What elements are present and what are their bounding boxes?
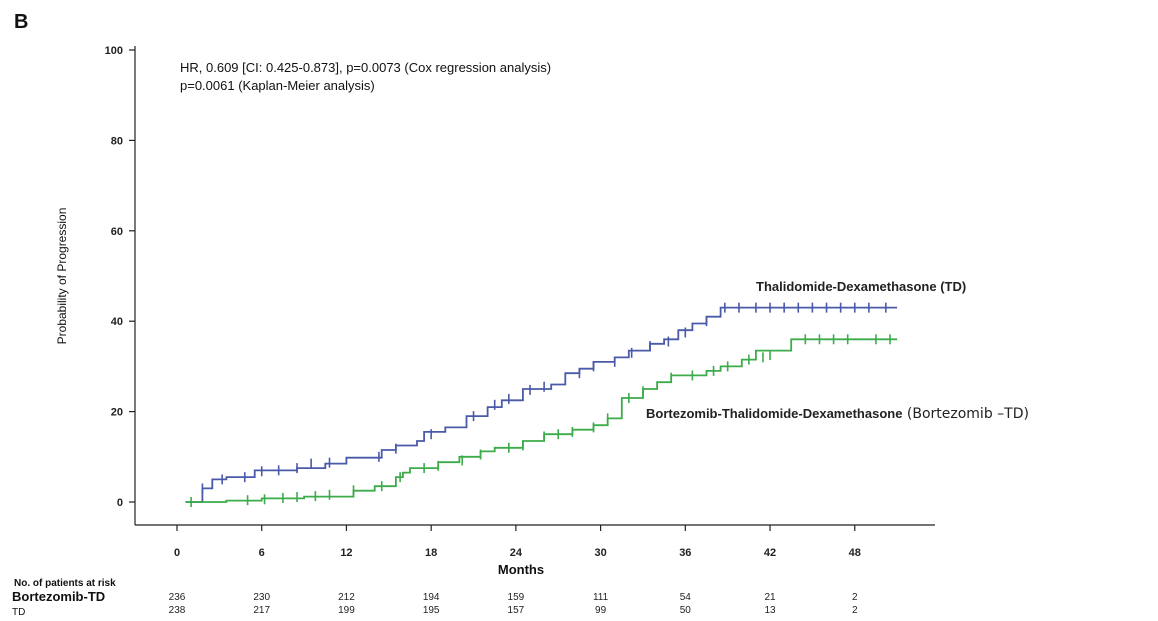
- y-axis-label: Probability of Progression: [55, 208, 69, 345]
- hr-annotation: HR, 0.609 [CI: 0.425-0.873], p=0.0073 (C…: [180, 60, 551, 75]
- series-layer: [185, 302, 898, 507]
- risk-value: 54: [680, 592, 692, 603]
- risk-value: 212: [338, 592, 355, 603]
- series-line-td: [185, 306, 898, 503]
- y-tick-label: 40: [111, 316, 123, 328]
- km-annotation: p=0.0061 (Kaplan-Meier analysis): [180, 78, 375, 93]
- x-tick-label: 36: [679, 547, 691, 559]
- risk-value: 230: [253, 592, 270, 603]
- x-ticks: 0 6 12 18 24 30 36 42 48: [174, 525, 861, 559]
- risk-value: 157: [508, 605, 525, 616]
- series-label-btd-suffix: (Bortezomib –TD): [907, 406, 1029, 422]
- x-tick-label: 30: [594, 547, 606, 559]
- y-tick-label: 80: [111, 135, 123, 147]
- risk-row-label-btd: Bortezomib-TD: [12, 589, 105, 604]
- x-tick-label: 6: [259, 547, 265, 559]
- risk-value: 21: [764, 592, 776, 603]
- risk-value: 13: [764, 605, 776, 616]
- risk-value: 2: [852, 592, 858, 603]
- risk-value: 159: [508, 592, 525, 603]
- x-tick-label: 48: [849, 547, 861, 559]
- series-label-btd: Bortezomib-Thalidomide-Dexamethasone (Bo…: [646, 405, 1029, 422]
- x-tick-label: 18: [425, 547, 437, 559]
- risk-row-label-td: TD: [12, 607, 25, 618]
- x-tick-label: 0: [174, 547, 180, 559]
- y-tick-label: 100: [105, 45, 123, 57]
- axes: [134, 46, 935, 526]
- x-axis-label: Months: [498, 562, 544, 577]
- risk-value: 194: [423, 592, 440, 603]
- risk-value: 99: [595, 605, 607, 616]
- risk-value: 111: [593, 592, 609, 603]
- y-tick-label: 0: [117, 497, 123, 509]
- risk-table: No. of patients at risk Bortezomib-TD TD…: [12, 578, 858, 618]
- y-tick-label: 60: [111, 226, 123, 238]
- risk-value: 199: [338, 605, 355, 616]
- x-tick-label: 12: [340, 547, 352, 559]
- annotations: HR, 0.609 [CI: 0.425-0.873], p=0.0073 (C…: [180, 60, 551, 93]
- risk-value: 50: [680, 605, 692, 616]
- panel-letter: B: [14, 11, 28, 33]
- series-label-td: Thalidomide-Dexamethasone (TD): [756, 279, 966, 294]
- risk-value: 238: [169, 605, 186, 616]
- series-label-btd-name: Bortezomib-Thalidomide-Dexamethasone: [646, 406, 902, 421]
- x-tick-label: 42: [764, 547, 776, 559]
- x-tick-label: 24: [510, 547, 523, 559]
- risk-value: 2: [852, 605, 858, 616]
- risk-value: 217: [253, 605, 270, 616]
- y-ticks: 0 20 40 60 80 100: [105, 45, 135, 509]
- risk-value: 236: [169, 592, 186, 603]
- risk-value: 195: [423, 605, 440, 616]
- y-tick-label: 20: [111, 407, 123, 419]
- risk-table-title: No. of patients at risk: [14, 578, 116, 589]
